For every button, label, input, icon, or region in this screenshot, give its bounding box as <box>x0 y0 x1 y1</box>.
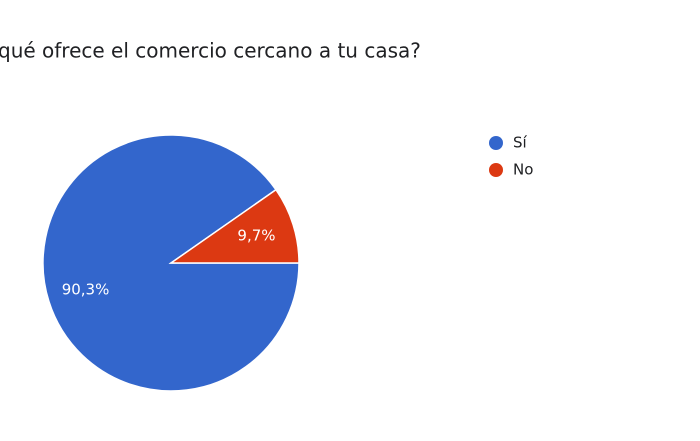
chart-title: qué ofrece el comercio cercano a tu casa… <box>0 39 421 63</box>
legend-marker <box>489 136 503 150</box>
legend-marker <box>489 163 503 177</box>
legend-label: Sí <box>513 134 528 152</box>
slice-label: 90,3% <box>62 280 110 298</box>
pie-slice <box>168 188 300 264</box>
slice-label: 9,7% <box>237 227 275 245</box>
legend-label: No <box>513 161 533 179</box>
